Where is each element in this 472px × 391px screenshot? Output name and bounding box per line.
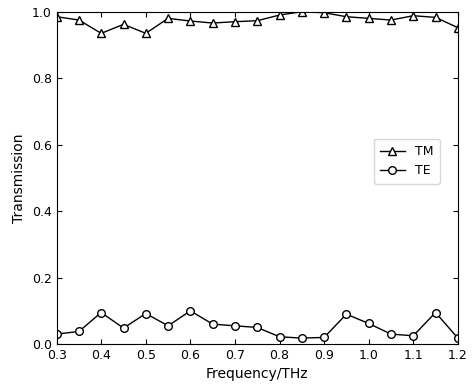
- TM: [344, 14, 349, 19]
- TM: [433, 15, 438, 20]
- TE: [254, 325, 260, 330]
- TM: [121, 22, 126, 27]
- X-axis label: Frequency/THz: Frequency/THz: [206, 368, 309, 382]
- TE: [411, 334, 416, 338]
- TM: [277, 13, 282, 17]
- Legend: TM, TE: TM, TE: [373, 139, 439, 184]
- TE: [321, 335, 327, 340]
- Line: TE: TE: [53, 307, 462, 342]
- TE: [54, 332, 59, 336]
- TM: [299, 9, 304, 14]
- TE: [433, 310, 438, 315]
- Line: TM: TM: [53, 8, 462, 37]
- TE: [210, 322, 216, 326]
- TE: [299, 336, 304, 341]
- TE: [98, 310, 104, 315]
- TE: [76, 329, 82, 334]
- TM: [232, 19, 238, 24]
- TM: [54, 14, 59, 19]
- TE: [165, 323, 171, 328]
- TE: [344, 312, 349, 317]
- TM: [321, 11, 327, 15]
- TE: [232, 323, 238, 328]
- TM: [388, 18, 394, 22]
- TE: [143, 311, 149, 316]
- TM: [76, 18, 82, 22]
- TM: [98, 31, 104, 36]
- TM: [254, 18, 260, 23]
- TE: [366, 321, 371, 326]
- Y-axis label: Transmission: Transmission: [12, 133, 26, 222]
- TE: [455, 336, 461, 341]
- TM: [143, 31, 149, 36]
- TM: [187, 19, 193, 23]
- TM: [366, 16, 371, 21]
- TM: [165, 16, 171, 21]
- TE: [388, 332, 394, 336]
- TE: [187, 308, 193, 313]
- TM: [210, 21, 216, 25]
- TE: [121, 326, 126, 330]
- TM: [411, 13, 416, 18]
- TE: [277, 334, 282, 339]
- TM: [455, 25, 461, 30]
